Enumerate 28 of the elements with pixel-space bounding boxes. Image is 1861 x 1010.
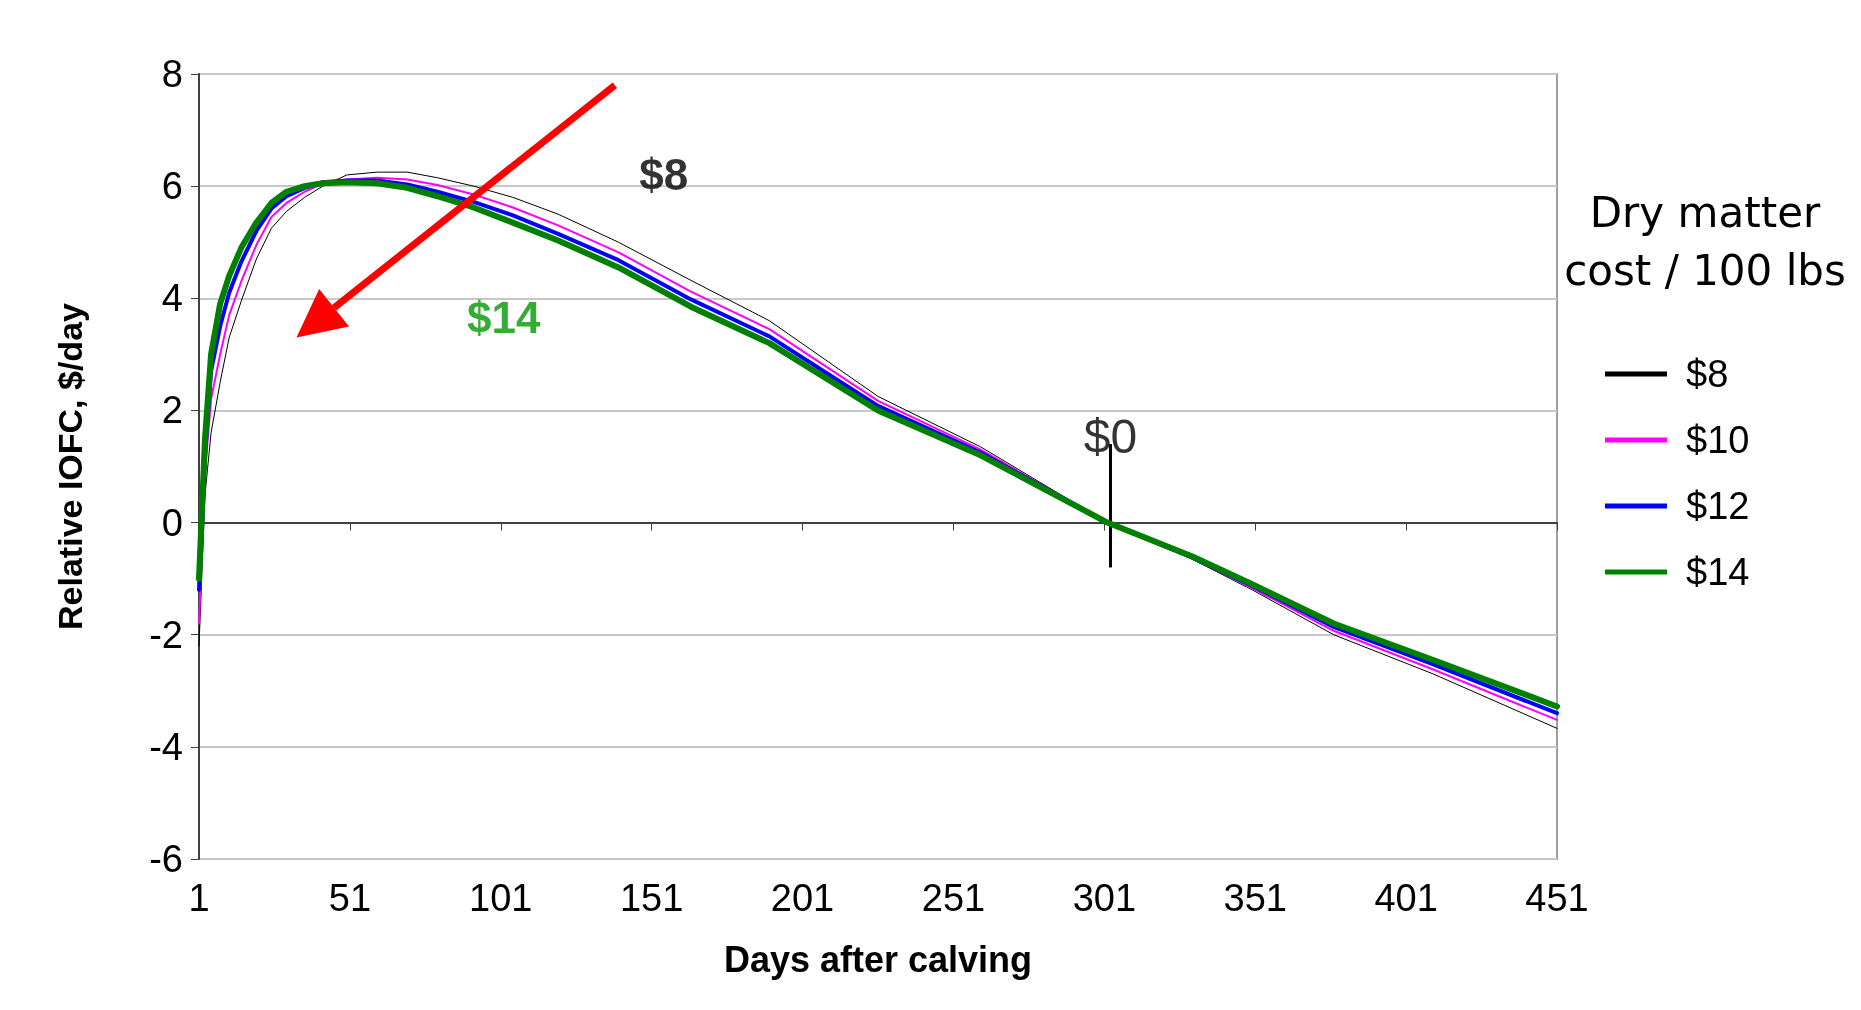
x-tick-label: 301 xyxy=(1072,877,1137,919)
x-tick-label: 101 xyxy=(469,877,533,919)
y-tick-label: 8 xyxy=(161,53,183,95)
x-tick-label: 451 xyxy=(1525,877,1589,919)
x-tick-label: 351 xyxy=(1223,877,1287,919)
y-tick-label: 0 xyxy=(161,501,183,544)
x-tick-label: 401 xyxy=(1374,877,1438,919)
annotation: $14 xyxy=(467,293,542,343)
x-tick-label: 201 xyxy=(770,877,835,919)
y-tick-label: -6 xyxy=(149,838,183,880)
legend-title: Dry matter cost / 100 lbs xyxy=(1564,187,1846,295)
y-tick-label: 4 xyxy=(161,277,183,320)
x-axis-title: Days after calving xyxy=(723,938,1033,980)
legend-label: $12 xyxy=(1686,485,1750,527)
legend-label: $8 xyxy=(1686,353,1729,395)
x-tick-label: 151 xyxy=(619,877,684,919)
y-tick-label: 2 xyxy=(161,389,183,432)
annotation: $8 xyxy=(639,150,689,200)
x-tick-label: 251 xyxy=(921,877,986,919)
annotation: $0 xyxy=(1083,410,1138,464)
y-tick-label: -4 xyxy=(149,725,183,768)
y-tick-label: -2 xyxy=(149,613,183,656)
y-axis-title: Relative IOFC, $/day xyxy=(51,302,89,630)
legend-label: $14 xyxy=(1686,551,1750,593)
x-tick-label: 51 xyxy=(328,877,372,919)
y-tick-label: 6 xyxy=(161,165,183,208)
legend-label: $10 xyxy=(1686,419,1750,461)
x-tick-label: 1 xyxy=(188,877,210,919)
